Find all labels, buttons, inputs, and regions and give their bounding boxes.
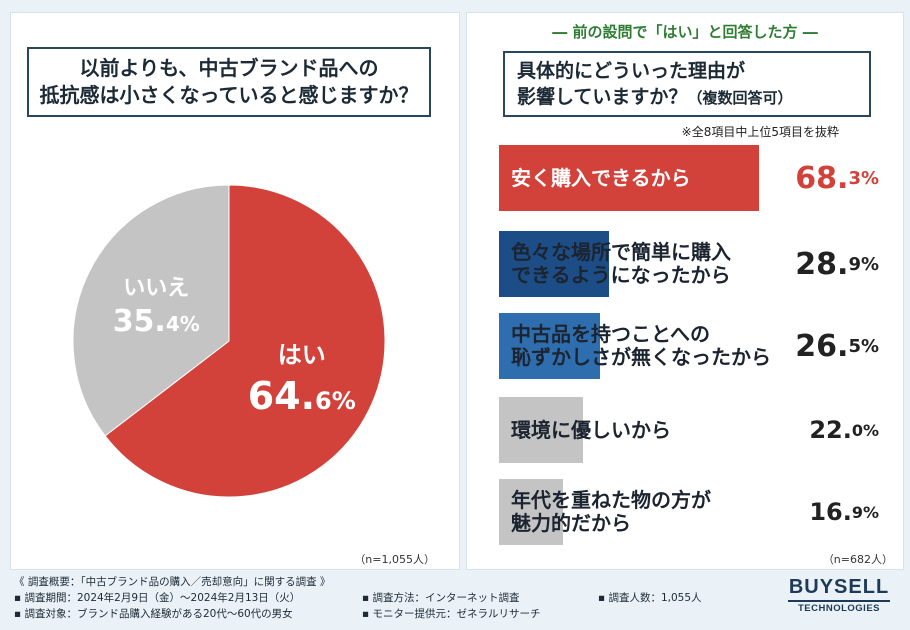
- pie-label-yes: はい: [278, 341, 326, 369]
- right-question-main: 具体的にどういった理由が 影響していますか？: [517, 60, 746, 108]
- bar-label: 安く購入できるから: [511, 165, 691, 190]
- bar-row: 中古品を持つことへの 恥ずかしさが無くなったから 26. 5%: [499, 313, 879, 379]
- pie-chart: はい 64.6% いいえ 35.4%: [72, 184, 386, 498]
- left-question-box: 以前よりも、中古ブランド品への 抵抗感は小さくなっていると感じますか？: [27, 47, 431, 117]
- survey-provider: ▪ モニター提供元：ゼネラルリサーチ: [362, 608, 541, 620]
- survey-overview: 《 調査概要：「中古ブランド品の購入／売却意向」に関する調査 》: [14, 576, 331, 588]
- pie-value-yes: 64.6%: [248, 374, 356, 418]
- bar: [499, 231, 609, 297]
- bar-row: 色々な場所で簡単に購入 できるようになったから 28. 9%: [499, 231, 879, 297]
- bar-value: 68. 3%: [795, 160, 879, 196]
- pie-slice-yes: [104, 184, 386, 498]
- left-sample-size: （n=1,055人）: [354, 553, 435, 566]
- bar-value: 22. 0%: [809, 416, 879, 444]
- bar-label: 中古品を持つことへの 恥ずかしさが無くなったから: [511, 322, 771, 369]
- left-panel: 以前よりも、中古ブランド品への 抵抗感は小さくなっていると感じますか？ はい 64…: [10, 12, 460, 570]
- right-sample-size: （n=682人）: [822, 553, 893, 566]
- bar: [499, 397, 583, 463]
- bar-label: 色々な場所で簡単に購入 できるようになったから: [511, 240, 731, 287]
- survey-target: ▪ 調査対象：ブランド品購入経験がある20代〜60代の男女: [14, 608, 293, 620]
- bar-label: 年代を重ねた物の方が 魅力的だから: [511, 488, 711, 535]
- bar-value: 26. 5%: [795, 328, 879, 364]
- pie-slice-no: [72, 184, 230, 437]
- bar: [499, 145, 759, 211]
- logo-sub-text: TECHNOLOGIES: [797, 603, 880, 614]
- survey-period: ▪ 調査期間：2024年2月9日（金）〜2024年2月13日（火）: [14, 592, 301, 604]
- right-note: ※全8項目中上位5項目を抜粋: [681, 125, 839, 139]
- survey-footer: 《 調査概要：「中古ブランド品の購入／売却意向」に関する調査 》 ▪ 調査期間：…: [10, 572, 902, 626]
- right-heading: ― 前の設問で「はい」と回答した方 ―: [552, 23, 818, 41]
- bar-value: 28. 9%: [795, 246, 879, 282]
- bar-row: 環境に優しいから 22. 0%: [499, 397, 879, 463]
- pie-label-no: いいえ: [123, 276, 189, 301]
- bar: [499, 313, 600, 379]
- right-question-sub: （複数回答可）: [687, 88, 793, 107]
- bar: [499, 479, 564, 545]
- right-question-box: 具体的にどういった理由が 影響していますか？（複数回答可）: [503, 51, 871, 117]
- survey-count: ▪ 調査人数：1,055人: [598, 592, 702, 604]
- bar-value: 16. 9%: [809, 498, 879, 526]
- survey-method: ▪ 調査方法：インターネット調査: [362, 592, 520, 604]
- bar-label: 環境に優しいから: [511, 417, 671, 442]
- logo-rule: [788, 600, 890, 602]
- bar-row: 年代を重ねた物の方が 魅力的だから 16. 9%: [499, 479, 879, 545]
- logo-main-text: BUYSELL: [788, 576, 890, 598]
- bar-row: 安く購入できるから 68. 3%: [499, 145, 879, 211]
- buysell-logo: BUYSELL TECHNOLOGIES: [784, 576, 894, 614]
- pie-value-no: 35.4%: [113, 304, 200, 339]
- right-panel: ― 前の設問で「はい」と回答した方 ― 具体的にどういった理由が 影響しています…: [466, 12, 904, 570]
